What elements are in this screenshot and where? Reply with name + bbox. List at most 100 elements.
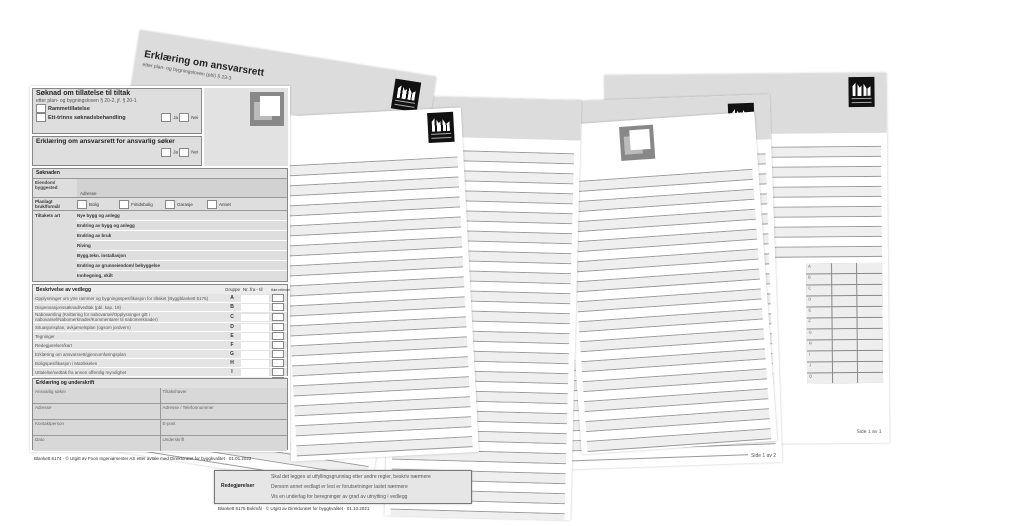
section-application: Søknaden <box>36 170 60 176</box>
attachment-description: Dispensasjonssøknad/vedtak (pbl. kap. 19… <box>35 304 122 310</box>
use-option: Garasje <box>177 201 193 207</box>
responsibility-title: Erklæring om ansvarsrett for ansvarlig s… <box>36 138 175 145</box>
checkbox[interactable] <box>119 199 129 209</box>
checkbox[interactable] <box>165 199 175 209</box>
option-one-step: Ett-trinns søknadsbehandling <box>48 114 126 121</box>
checkbox[interactable] <box>36 104 46 113</box>
attachment-range-input[interactable] <box>241 303 269 311</box>
col-range: Nr. fra - til <box>243 287 263 292</box>
attachment-group: E <box>230 332 234 339</box>
form-sheet-middle <box>273 107 479 462</box>
form-sheet-narrow <box>558 111 778 455</box>
signature-field[interactable]: Ansvarlig søker <box>33 388 160 403</box>
signature-field[interactable]: Adresse / Telefonnummer <box>160 404 287 419</box>
attachment-range-input[interactable] <box>241 359 269 367</box>
application-form: Søknad om tillatelse til tiltak etter pl… <box>30 86 290 452</box>
action-type: Nye bygg og anlegg <box>77 211 287 221</box>
attachment-row: Opplysninger om ytre rammer og bygningss… <box>33 294 287 303</box>
checkbox[interactable] <box>36 113 46 122</box>
attachment-row: Nabovarsling (Kvittering for nabovarsel/… <box>33 312 287 323</box>
attachment-description: Uttalelse/vedtak fra annen offentlig myn… <box>35 369 127 375</box>
group-letter: F <box>806 318 832 329</box>
group-letter: C <box>806 285 831 296</box>
action-type: Endring av bygg og anlegg <box>77 221 287 231</box>
section-attachments: Beskrivelse av vedlegg <box>36 286 92 293</box>
signature-fields: Ansvarlig søker Tiltakshaver Adresse Adress… <box>33 388 287 451</box>
group-letter: G <box>806 329 832 340</box>
checkbox[interactable] <box>77 199 87 209</box>
not-relevant-checkbox[interactable] <box>272 323 284 331</box>
attachment-row: Dispensasjonssøknad/vedtak (pbl. kap. 19… <box>33 303 287 312</box>
use-option: Fritidsbolig <box>131 201 153 207</box>
action-type: Riving <box>77 241 287 251</box>
address-field[interactable]: Adresse <box>77 179 287 197</box>
signature-field[interactable]: Dato <box>33 436 160 451</box>
action-type: Innhegning, skilt <box>77 273 113 278</box>
not-relevant-checkbox[interactable] <box>272 303 284 311</box>
checkbox[interactable] <box>179 148 190 157</box>
signature-field[interactable]: Underskrift <box>160 436 287 451</box>
yes-label: Ja <box>173 115 178 120</box>
page-number: Side 1 av 2 <box>748 452 780 460</box>
use-option: Annet <box>219 201 231 207</box>
group-letter: A <box>806 263 831 274</box>
action-type: Endring av grunneiendom/ bebyggelse <box>77 261 287 271</box>
checkbox[interactable] <box>179 113 190 123</box>
not-relevant-checkbox[interactable] <box>272 341 284 349</box>
action-type: Bygg.tekn. installasjon <box>77 251 287 261</box>
action-type: Endring av bruk <box>77 231 287 241</box>
attachment-description: Redegjørelser/kart <box>35 342 73 348</box>
planned-use-label: Planlagt bruk/formål <box>35 199 60 209</box>
attachment-range-input[interactable] <box>241 350 269 358</box>
attachment-row: Situasjonsplan, avkjørselsplan (ogsom jo… <box>33 323 287 332</box>
attachment-range-input[interactable] <box>241 294 269 302</box>
not-relevant-checkbox[interactable] <box>272 332 284 340</box>
attachment-range-input[interactable] <box>241 313 269 321</box>
group-letter: E <box>806 307 832 318</box>
stamp-icon <box>250 92 284 126</box>
attachment-group: D <box>230 323 234 330</box>
signature-field[interactable]: Adresse <box>33 404 160 419</box>
checkbox[interactable] <box>207 199 217 209</box>
no-label: Nei <box>191 149 198 155</box>
not-relevant-checkbox[interactable] <box>272 368 284 376</box>
explanations-box: Redegjørelser Skal det legges ut utfylli… <box>214 470 472 504</box>
attachment-group: I <box>231 368 233 375</box>
signature-field[interactable]: Kontaktperson <box>33 420 160 435</box>
group-letter: I <box>806 351 832 362</box>
not-relevant-checkbox[interactable] <box>272 359 284 367</box>
property-label: Eiendom/ byggested <box>35 180 58 190</box>
not-relevant-checkbox[interactable] <box>272 294 284 302</box>
attachment-row: Uttalelse/vedtak fra annen offentlig myn… <box>33 368 287 377</box>
attachment-range-input[interactable] <box>241 368 269 376</box>
group-letter: D <box>806 296 832 307</box>
explanations-label: Redegjørelser <box>221 483 255 489</box>
attachment-row: Erklæring om ansvarsrett/gjennomføringsp… <box>33 350 287 359</box>
signature-field[interactable]: Tiltakshaver <box>160 388 287 403</box>
not-relevant-checkbox[interactable] <box>272 313 284 321</box>
signature-field[interactable]: E-post <box>160 420 287 435</box>
attachment-range-input[interactable] <box>241 323 269 331</box>
checkbox[interactable] <box>161 113 172 123</box>
footer-5175: Blankett 5175 Bokmål · © Utgitt av Direk… <box>218 506 370 511</box>
attachment-range-input[interactable] <box>241 332 269 340</box>
attachment-description: Situasjonsplan, avkjørselsplan (ogsom jo… <box>35 324 131 330</box>
group-letter: Q <box>807 373 832 384</box>
option-frame-permit: Rammetillatelse <box>48 105 90 112</box>
attachment-group: C <box>230 313 234 320</box>
checkbox[interactable] <box>161 148 172 157</box>
attachment-group: F <box>230 341 234 348</box>
group-letter: H <box>806 340 832 351</box>
action-label: Tiltakets art <box>35 213 61 218</box>
attachment-group: B <box>230 303 234 310</box>
group-letter: B <box>806 274 831 285</box>
col-not-relevant: Ikke relevant <box>271 287 290 292</box>
logo-icon <box>848 76 875 108</box>
not-relevant-checkbox[interactable] <box>272 350 284 358</box>
col-group: Gruppe <box>225 287 241 292</box>
attachment-list: Opplysninger om ytre rammer og bygningss… <box>33 294 287 386</box>
explanation-item: Vis en underlag for beregninger av grad … <box>271 494 408 500</box>
attachment-description: Nabovarsling (Kvittering for nabovarsel/… <box>35 312 158 322</box>
attachment-range-input[interactable] <box>241 341 269 349</box>
logo-icon <box>427 111 455 144</box>
